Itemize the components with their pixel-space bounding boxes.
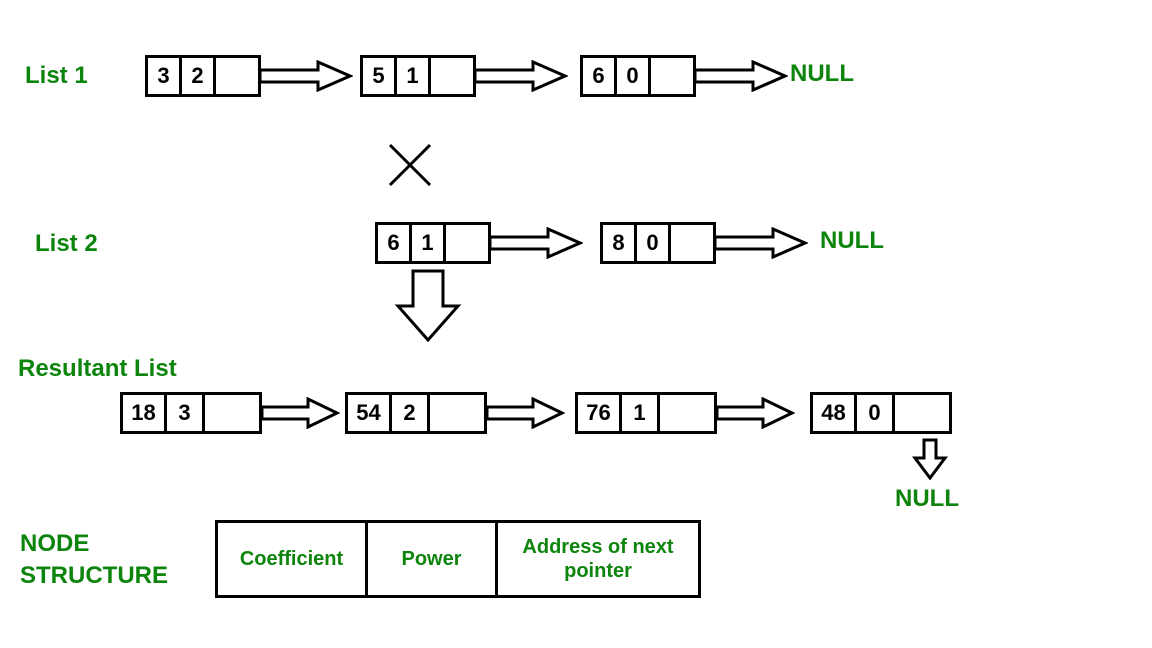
multiply-icon <box>385 140 435 201</box>
list2-node-1: 8 0 <box>600 222 716 264</box>
node-pow: 1 <box>412 225 446 261</box>
node-coef: 6 <box>583 58 617 94</box>
structure-table: Coefficient Power Address of next pointe… <box>215 520 701 598</box>
resultant-node-3: 48 0 <box>810 392 952 434</box>
node-structure-label-2: STRUCTURE <box>20 562 168 590</box>
null-label: NULL <box>790 60 854 88</box>
down-arrow-icon <box>912 438 948 485</box>
arrow-icon <box>715 397 795 429</box>
node-coef: 3 <box>148 58 182 94</box>
node-ptr <box>430 395 484 431</box>
arrow-icon <box>485 397 565 429</box>
structure-ptr: Address of next pointer <box>498 523 698 595</box>
list1-node-1: 5 1 <box>360 55 476 97</box>
arrow-icon <box>713 227 808 259</box>
node-coef: 6 <box>378 225 412 261</box>
node-pow: 3 <box>167 395 205 431</box>
node-structure-label-1: NODE <box>20 530 89 558</box>
node-ptr <box>446 225 488 261</box>
node-pow: 0 <box>857 395 895 431</box>
node-pow: 1 <box>397 58 431 94</box>
node-ptr <box>660 395 714 431</box>
node-ptr <box>205 395 259 431</box>
node-pow: 0 <box>617 58 651 94</box>
node-coef: 54 <box>348 395 392 431</box>
node-pow: 1 <box>622 395 660 431</box>
structure-coef: Coefficient <box>218 523 368 595</box>
node-coef: 76 <box>578 395 622 431</box>
node-ptr <box>651 58 693 94</box>
resultant-node-0: 18 3 <box>120 392 262 434</box>
node-ptr <box>431 58 473 94</box>
node-coef: 18 <box>123 395 167 431</box>
node-coef: 48 <box>813 395 857 431</box>
list1-label: List 1 <box>25 62 88 90</box>
down-arrow-icon <box>393 268 463 348</box>
arrow-icon <box>693 60 788 92</box>
node-ptr <box>895 395 949 431</box>
list1-node-2: 6 0 <box>580 55 696 97</box>
arrow-icon <box>473 60 568 92</box>
node-ptr <box>671 225 713 261</box>
list1-node-0: 3 2 <box>145 55 261 97</box>
arrow-icon <box>258 60 353 92</box>
node-coef: 5 <box>363 58 397 94</box>
list2-label: List 2 <box>35 230 98 258</box>
node-pow: 0 <box>637 225 671 261</box>
node-pow: 2 <box>182 58 216 94</box>
null-label: NULL <box>895 485 959 513</box>
list2-node-0: 6 1 <box>375 222 491 264</box>
resultant-node-1: 54 2 <box>345 392 487 434</box>
arrow-icon <box>260 397 340 429</box>
node-coef: 8 <box>603 225 637 261</box>
null-label: NULL <box>820 227 884 255</box>
arrow-icon <box>488 227 583 259</box>
node-pow: 2 <box>392 395 430 431</box>
node-ptr <box>216 58 258 94</box>
structure-pow: Power <box>368 523 498 595</box>
resultant-label: Resultant List <box>18 355 177 383</box>
resultant-node-2: 76 1 <box>575 392 717 434</box>
